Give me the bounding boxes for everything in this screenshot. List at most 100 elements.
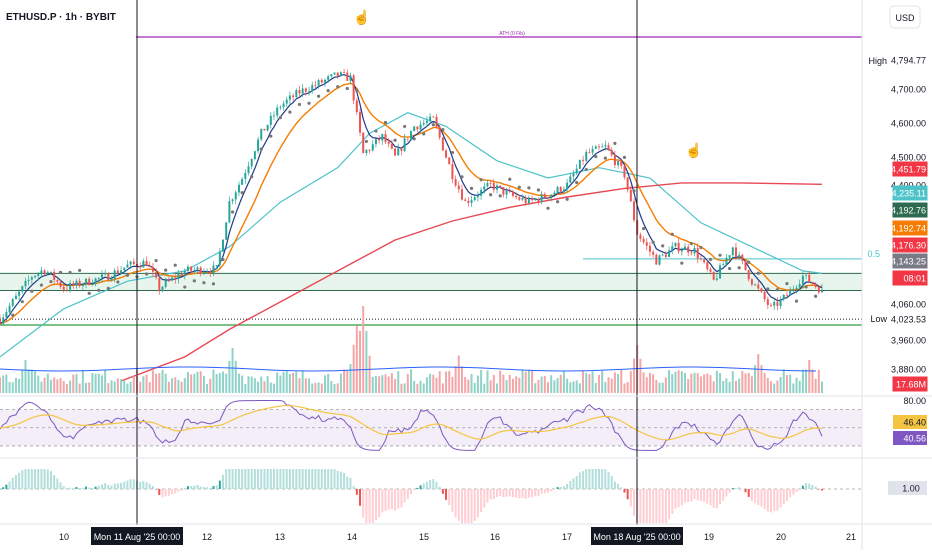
volume-bar <box>642 372 645 393</box>
candle-body <box>432 116 435 118</box>
macd-histogram-bar <box>738 487 741 489</box>
macd-histogram-bar <box>814 486 817 489</box>
macd-histogram-bar <box>247 469 250 489</box>
candle-body <box>591 148 594 153</box>
time-axis-label: 14 <box>347 532 357 542</box>
candle-body <box>247 166 250 174</box>
macd-histogram-bar <box>588 469 591 489</box>
macd-histogram-bar <box>132 479 135 489</box>
sar-dot <box>383 120 388 125</box>
candle-body <box>429 116 432 121</box>
macd-histogram-bar <box>531 489 534 498</box>
candle-body <box>785 294 788 296</box>
sar-dot <box>250 175 254 179</box>
macd-histogram-bar <box>562 486 565 489</box>
volume-bar <box>578 383 581 393</box>
candle-body <box>610 150 613 156</box>
candle-body <box>30 277 33 280</box>
volume-bar <box>368 355 371 393</box>
volume-bar <box>180 381 183 393</box>
macd-histogram-bar <box>696 489 699 501</box>
volume-bar <box>126 383 129 393</box>
macd-histogram-bar <box>237 469 240 489</box>
candle-body <box>425 120 428 123</box>
volume-bar <box>543 375 546 393</box>
candle-body <box>91 284 94 286</box>
macd-histogram-bar <box>671 489 674 514</box>
candle-body <box>416 126 419 130</box>
sar-dot <box>393 138 397 142</box>
volume-bar <box>441 383 444 393</box>
macd-histogram-bar <box>486 489 489 503</box>
volume-bar <box>247 376 250 393</box>
volume-bar <box>674 371 677 393</box>
macd-histogram-bar <box>244 469 247 489</box>
candle-body <box>413 126 416 132</box>
sar-dot <box>641 227 646 231</box>
macd-histogram-bar <box>333 469 336 489</box>
candle-body <box>451 164 454 180</box>
macd-histogram-bar <box>435 481 438 489</box>
candle-body <box>349 75 352 81</box>
volume-bar <box>186 372 189 393</box>
macd-histogram-bar <box>502 489 505 498</box>
macd-histogram-bar <box>664 489 667 523</box>
volume-bar <box>317 382 320 393</box>
volume-bar <box>250 376 253 393</box>
sar-dot <box>747 260 751 264</box>
price-scale-label: 4,060.00 <box>891 300 926 310</box>
candle-body <box>435 116 438 127</box>
candle-body <box>397 148 400 156</box>
macd-histogram-bar <box>164 489 167 497</box>
candle-body <box>527 198 530 204</box>
macd-histogram-bar <box>782 489 785 504</box>
macd-histogram-bar <box>104 483 107 489</box>
candle-body <box>773 301 776 306</box>
macd-histogram-bar <box>795 489 798 493</box>
macd-histogram-bar <box>49 471 52 489</box>
macd-histogram-bar <box>193 485 196 489</box>
candle-body <box>273 115 275 117</box>
macd-histogram-bar <box>27 469 30 489</box>
macd-histogram-bar <box>174 489 177 494</box>
macd-histogram-bar <box>505 489 508 497</box>
macd-histogram-bar <box>139 481 142 489</box>
macd-histogram-bar <box>273 469 275 489</box>
candle-body <box>569 176 572 183</box>
candle-body <box>578 159 581 169</box>
volume-bar <box>464 376 467 393</box>
sar-dot <box>498 194 502 198</box>
candle-body <box>483 186 486 190</box>
volume-bar <box>323 375 326 393</box>
candle-body <box>696 247 699 259</box>
volume-bar <box>94 373 97 393</box>
volume-bar <box>384 374 387 393</box>
volume-bar <box>81 369 84 393</box>
candle-body <box>613 155 616 166</box>
volume-bar <box>222 371 225 393</box>
volume-bar <box>282 371 285 393</box>
candle-body <box>94 278 97 285</box>
candle-body <box>260 128 263 140</box>
volume-bar <box>489 380 492 393</box>
candle-body <box>206 271 209 273</box>
macd-histogram-bar <box>113 483 116 489</box>
candle-body <box>693 247 696 254</box>
volume-bar <box>27 369 30 393</box>
volume-bar <box>349 364 352 393</box>
volume-bar <box>263 381 266 393</box>
macd-histogram-bar <box>343 472 346 489</box>
volume-bar <box>43 377 46 393</box>
volume-bar <box>161 369 164 393</box>
macd-histogram-bar <box>100 484 103 489</box>
macd-histogram-bar <box>578 472 581 489</box>
candle-body <box>639 234 642 239</box>
sar-dot <box>30 289 34 293</box>
sar-dot <box>297 102 302 107</box>
price-badge <box>892 185 928 201</box>
price-scale-label: 4,700.00 <box>891 85 926 95</box>
macd-histogram-bar <box>808 483 811 489</box>
candle-body <box>295 90 298 98</box>
candle-body <box>330 74 333 77</box>
sar-dot <box>288 110 292 114</box>
